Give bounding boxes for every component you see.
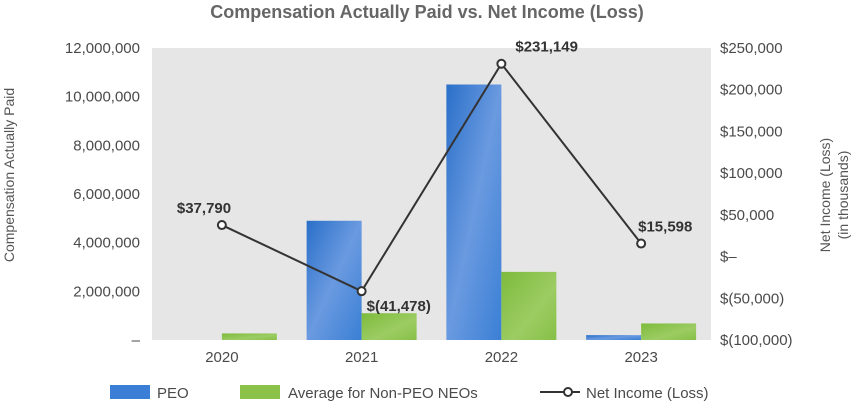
net-income-point-2022 xyxy=(496,58,507,69)
y-axis-label: Compensation Actually Paid xyxy=(1,88,17,262)
legend-label-neo: Average for Non-PEO NEOs xyxy=(288,385,478,402)
y2-tick-label: $150,000 xyxy=(720,123,783,140)
net-income-label-2021: $(41,478) xyxy=(367,298,431,315)
bar-non-peo-neo-2021 xyxy=(361,313,417,340)
legend-label-net-income: Net Income (Loss) xyxy=(586,385,709,402)
y2-tick-label: $(50,000) xyxy=(720,290,784,307)
y-tick-label: 8,000,000 xyxy=(73,137,140,154)
net-income-point-2023 xyxy=(636,238,647,249)
chart-title: Compensation Actually Paid vs. Net Incom… xyxy=(210,2,643,22)
net-income-label-2022: $231,149 xyxy=(515,39,578,56)
plot-area xyxy=(152,48,711,340)
y-tick-label: 12,000,000 xyxy=(65,40,140,57)
y2-tick-label: $(100,000) xyxy=(720,332,793,349)
net-income-point-2020 xyxy=(216,220,227,231)
legend-label-peo: PEO xyxy=(157,385,189,402)
net-income-label-2023: $15,598 xyxy=(638,219,692,236)
y2-tick-label: $200,000 xyxy=(720,82,783,99)
y-tick-label: 4,000,000 xyxy=(73,235,140,252)
bar-peo-2022 xyxy=(446,84,502,340)
bar-peo-2021 xyxy=(306,220,362,340)
y2-tick-label: $100,000 xyxy=(720,165,783,182)
y2-tick-label: $– xyxy=(720,249,737,266)
legend-marker-net-income xyxy=(563,387,573,397)
legend: PEO Average for Non-PEO NEOs Net Income … xyxy=(110,385,709,402)
bar-non-peo-neo-2023 xyxy=(641,323,697,340)
bar-non-peo-neo-2020 xyxy=(221,333,277,340)
bar-peo-2023 xyxy=(586,335,642,340)
x-tick-label: 2021 xyxy=(345,349,378,366)
y-tick-label: 6,000,000 xyxy=(73,186,140,203)
legend-swatch-peo xyxy=(110,385,150,399)
y2-axis-label-2: (in thousands) xyxy=(835,151,851,240)
legend-swatch-neo xyxy=(240,385,280,399)
y2-axis-label-1: Net Income (Loss) xyxy=(817,138,833,252)
y2-tick-label: $250,000 xyxy=(720,40,783,57)
bar-non-peo-neo-2022 xyxy=(501,271,557,340)
y-tick-label: 2,000,000 xyxy=(73,283,140,300)
net-income-label-2020: $37,790 xyxy=(177,200,231,217)
y2-tick-label: $50,000 xyxy=(720,207,774,224)
x-tick-label: 2022 xyxy=(485,349,518,366)
x-tick-label: 2023 xyxy=(624,349,657,366)
net-income-line xyxy=(221,61,642,293)
net-income-point-2021 xyxy=(356,286,367,297)
y-tick-label: – xyxy=(132,332,141,349)
x-tick-label: 2020 xyxy=(205,349,238,366)
y-tick-label: 10,000,000 xyxy=(65,89,140,106)
